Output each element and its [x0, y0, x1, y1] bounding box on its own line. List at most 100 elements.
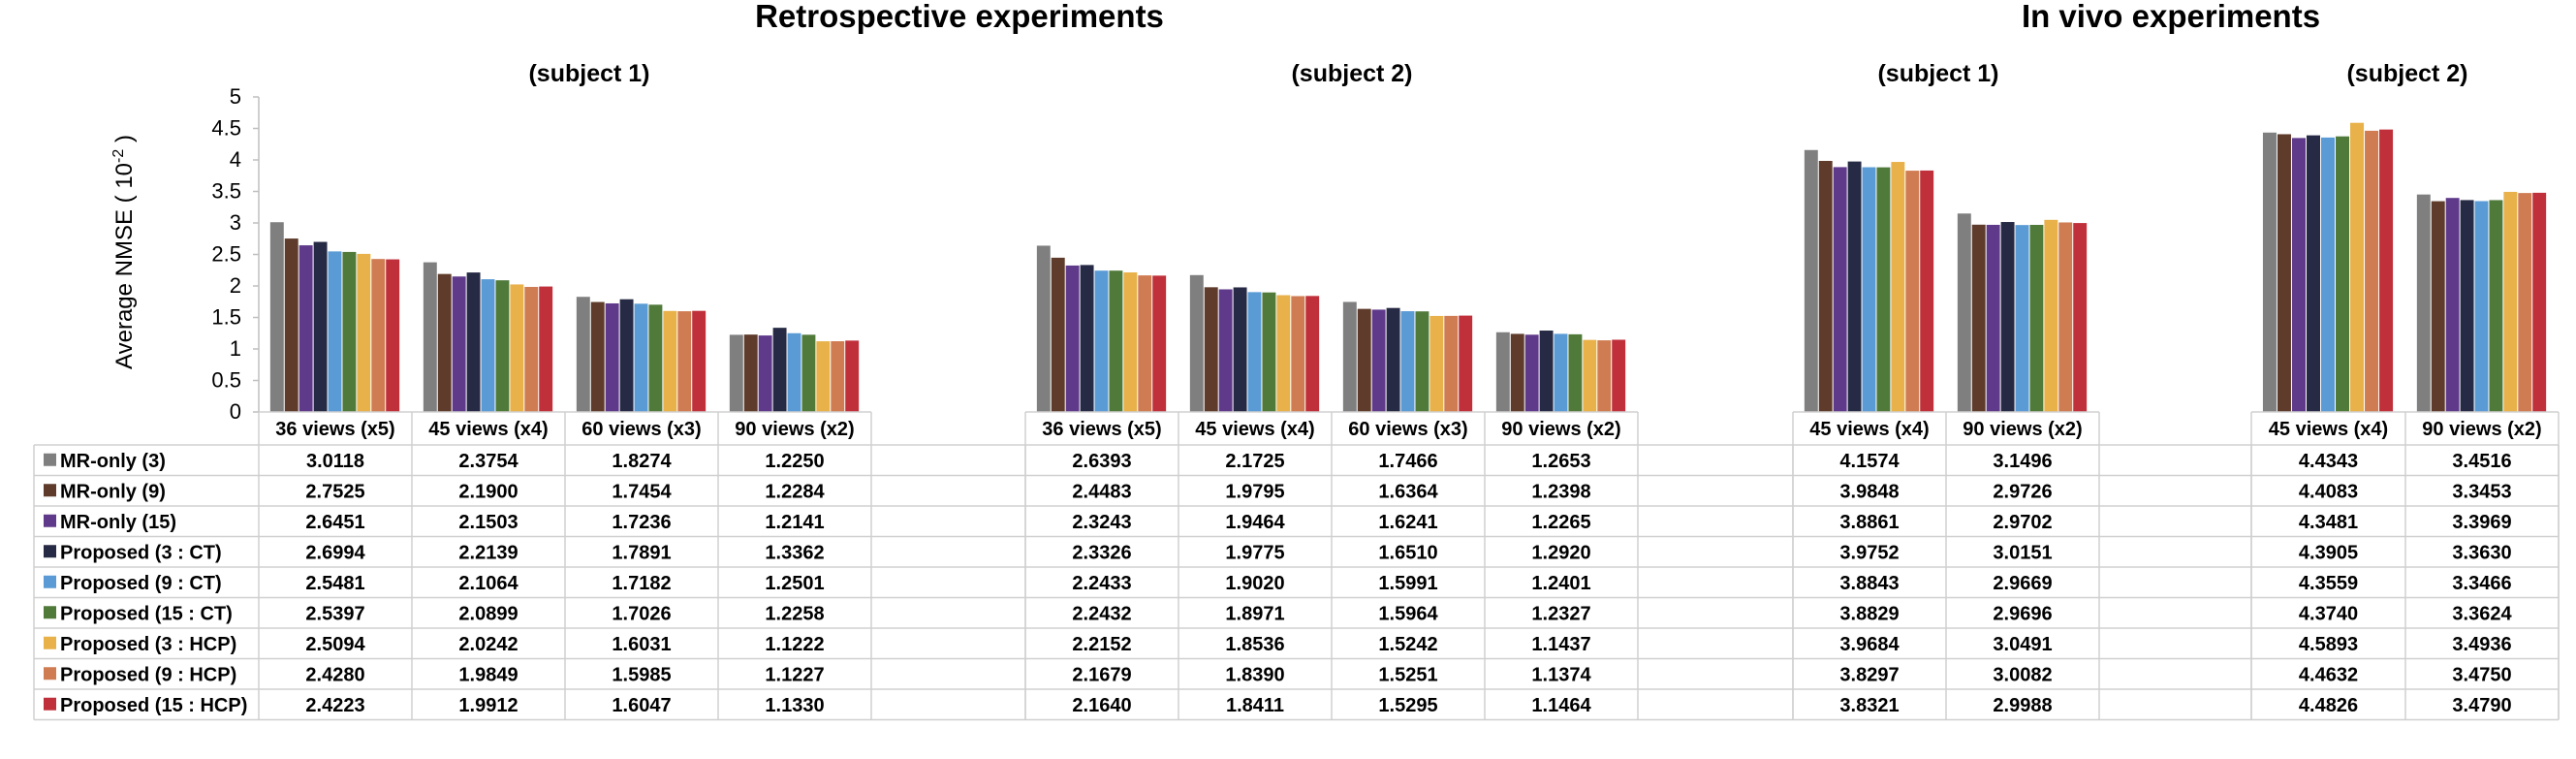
table-cell-value: 1.2398	[1531, 481, 1590, 502]
table-cell-value: 1.1330	[765, 695, 824, 716]
legend-label-8: Proposed (9 : HCP)	[60, 664, 236, 685]
bar-g2-c3-s7	[1429, 315, 1444, 412]
bar-g2-c3-s1	[1342, 301, 1357, 412]
bar-g1-c4-s5	[787, 332, 801, 412]
bar-g2-c2-s7	[1276, 295, 1291, 412]
bar-g2-c1-s6	[1109, 270, 1123, 412]
y-tick-label: 0	[230, 399, 241, 424]
bar-g4-c2-s1	[2416, 194, 2431, 412]
table-cell-value: 4.4343	[2299, 451, 2358, 472]
table-cell-value: 1.8390	[1225, 664, 1284, 685]
bar-g4-c1-s6	[2336, 136, 2350, 412]
table-cell-value: 2.4483	[1072, 481, 1131, 502]
table-cell-value: 3.0491	[1993, 634, 2052, 655]
bar-g2-c2-s3	[1218, 289, 1233, 412]
table-cell-value: 2.9669	[1993, 573, 2052, 594]
table-cell-value: 3.4936	[2452, 634, 2511, 655]
table-cell-value: 2.5397	[305, 603, 364, 624]
table-cell-value: 2.6393	[1072, 451, 1131, 472]
bar-g2-c4-s9	[1612, 339, 1626, 412]
table-cell-value: 1.5964	[1378, 603, 1438, 624]
bar-g1-c3-s7	[663, 310, 677, 412]
legend-swatch-6	[44, 606, 56, 619]
bar-g2-c4-s1	[1495, 332, 1510, 412]
bar-g4-c1-s3	[2291, 138, 2306, 412]
table-cell-value: 2.5094	[305, 634, 365, 655]
table-cell-value: 2.4280	[305, 664, 364, 685]
section-title-1: Retrospective experiments	[755, 0, 1164, 34]
legend-swatch-1	[44, 453, 56, 466]
table-cell-value: 3.4516	[2452, 451, 2511, 472]
legend-label-7: Proposed (3 : HCP)	[60, 634, 236, 655]
subject-title-2: (subject 2)	[1291, 60, 1412, 87]
table-cell-value: 1.7182	[612, 573, 671, 594]
bar-g3-c1-s6	[1876, 167, 1891, 412]
bar-g3-c1-s7	[1891, 162, 1905, 413]
bar-g3-c2-s5	[2015, 225, 2029, 412]
bar-g3-c2-s3	[1986, 224, 2000, 412]
table-cell-value: 1.2141	[765, 512, 824, 533]
table-cell-value: 3.4750	[2452, 664, 2511, 685]
bar-g3-c1-s8	[1905, 171, 1920, 412]
bar-g2-c4-s5	[1554, 333, 1568, 412]
bar-g4-c1-s4	[2306, 135, 2320, 412]
bar-g1-c3-s5	[634, 303, 648, 412]
table-cell-value: 2.1503	[458, 512, 518, 533]
bar-g1-c2-s5	[481, 279, 495, 412]
legend-swatch-4	[44, 545, 56, 558]
bar-g2-c3-s9	[1459, 315, 1473, 412]
table-cell-value: 1.7026	[612, 603, 671, 624]
table-cell-value: 2.3754	[458, 451, 518, 472]
table-cell-value: 3.0151	[1993, 542, 2052, 563]
bar-g2-c4-s6	[1568, 333, 1583, 412]
data-table: 36 views (x5) 45 views (x4) 60 views (x3) 9…	[33, 411, 2560, 721]
table-cell-value: 1.9464	[1225, 512, 1285, 533]
category-label: 60 views (x3)	[581, 419, 701, 440]
bar-g2-c1-s7	[1123, 272, 1138, 412]
y-tick-label: 3	[230, 210, 241, 235]
table-cell-value: 1.5242	[1378, 634, 1437, 655]
bar-g4-c2-s2	[2431, 201, 2445, 412]
table-cell-value: 4.3481	[2299, 512, 2358, 533]
table-cell-value: 1.7236	[612, 512, 671, 533]
table-cell-value: 1.2250	[765, 451, 824, 472]
table-cell-value: 1.2653	[1531, 451, 1590, 472]
bar-g1-c1-s7	[357, 253, 371, 412]
bar-g4-c2-s6	[2489, 200, 2503, 412]
bar-g2-c2-s6	[1262, 292, 1276, 412]
bar-marks	[269, 122, 2547, 413]
bar-g2-c1-s9	[1152, 275, 1167, 412]
category-label: 45 views (x4)	[2269, 419, 2388, 440]
y-tick-label: 1.5	[211, 305, 241, 330]
legend-swatch-3	[44, 514, 56, 527]
category-label: 45 views (x4)	[1195, 419, 1314, 440]
table-cell-value: 3.8843	[1839, 573, 1899, 594]
legend-label-6: Proposed (15 : CT)	[60, 603, 233, 624]
table-cell-value: 1.5295	[1378, 695, 1437, 716]
y-tick-label: 3.5	[211, 179, 241, 204]
bar-g3-c1-s4	[1847, 161, 1862, 413]
category-label: 90 views (x2)	[2422, 419, 2541, 440]
legend-swatch-8	[44, 667, 56, 680]
y-tick-label: 4	[230, 147, 241, 172]
table-cell-value: 3.3969	[2452, 512, 2511, 533]
bar-g2-c2-s1	[1189, 274, 1204, 412]
table-cell-value: 1.2284	[765, 481, 825, 502]
table-cell-value: 3.8861	[1839, 512, 1899, 533]
bar-g3-c2-s2	[1971, 224, 1986, 412]
legend-swatch-2	[44, 484, 56, 497]
table-cell-value: 2.1725	[1225, 451, 1284, 472]
bar-g1-c2-s7	[510, 284, 524, 412]
bar-g4-c2-s7	[2503, 191, 2518, 412]
legend-swatch-7	[44, 636, 56, 649]
bar-g1-c4-s4	[772, 328, 787, 412]
table-cell-value: 2.1679	[1072, 664, 1131, 685]
legend-label-3: MR-only (15)	[60, 512, 176, 533]
bar-g4-c2-s8	[2518, 193, 2532, 412]
bar-g1-c1-s1	[269, 222, 284, 412]
bar-g4-c1-s1	[2262, 132, 2277, 412]
bar-g3-c2-s9	[2073, 223, 2088, 412]
category-label: 90 views (x2)	[1501, 419, 1620, 440]
bar-g3-c1-s1	[1804, 149, 1818, 412]
bar-g2-c2-s2	[1204, 287, 1218, 412]
